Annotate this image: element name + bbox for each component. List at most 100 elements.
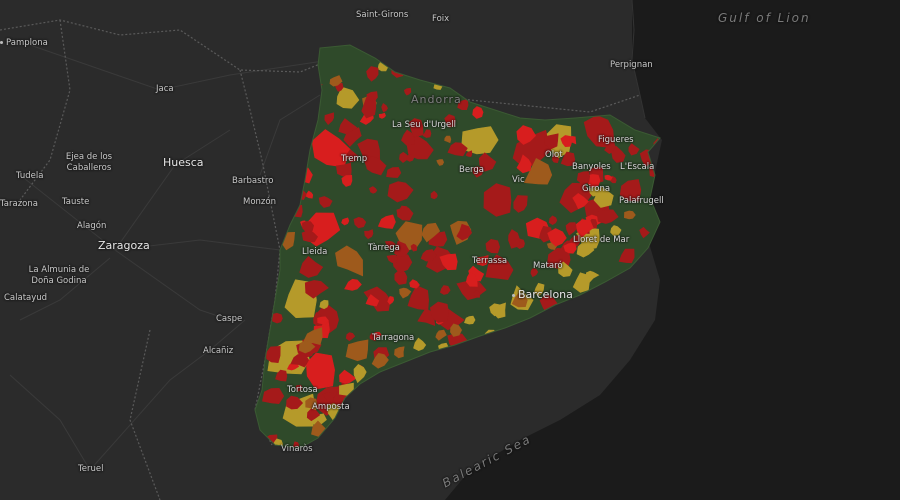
municipality-patch[interactable] (341, 217, 350, 226)
municipality-patch[interactable] (476, 255, 489, 267)
municipality-patch[interactable] (394, 346, 405, 359)
municipality-patch[interactable] (435, 329, 447, 341)
municipality-patch[interactable] (387, 296, 395, 305)
municipality-patch[interactable] (544, 133, 559, 150)
municipality-patch[interactable] (386, 254, 398, 264)
municipality-patch[interactable] (265, 345, 281, 364)
municipality-patch[interactable] (387, 181, 414, 203)
municipality-patch[interactable] (353, 364, 367, 384)
municipality-patch[interactable] (394, 269, 408, 285)
municipality-patch[interactable] (576, 241, 595, 258)
municipality-patch[interactable] (286, 395, 304, 410)
municipality-patch[interactable] (417, 308, 436, 327)
municipality-patch[interactable] (439, 253, 458, 271)
municipality-patch[interactable] (511, 293, 528, 308)
municipality-patch[interactable] (275, 369, 288, 382)
municipality-patch[interactable] (329, 75, 343, 87)
municipality-patch[interactable] (262, 387, 285, 405)
municipality-patch[interactable] (530, 268, 539, 278)
municipality-patch[interactable] (464, 315, 476, 325)
municipality-patch[interactable] (365, 294, 380, 307)
municipality-patch[interactable] (409, 279, 420, 289)
municipality-patch[interactable] (628, 143, 640, 156)
municipality-patch[interactable] (301, 229, 318, 243)
municipality-patch[interactable] (610, 225, 622, 237)
municipality-patch[interactable] (465, 272, 478, 287)
municipality-patch[interactable] (436, 159, 445, 166)
municipality-patch[interactable] (572, 272, 590, 293)
municipality-patch[interactable] (450, 323, 463, 337)
municipality-patch[interactable] (353, 216, 367, 229)
municipality-patch[interactable] (421, 222, 441, 243)
municipality-patch[interactable] (336, 86, 360, 109)
municipality-patch[interactable] (341, 174, 353, 187)
municipality-patch[interactable] (304, 280, 329, 299)
municipality-patch[interactable] (345, 339, 369, 362)
municipality-patch[interactable] (461, 126, 499, 155)
municipality-patch[interactable] (339, 369, 357, 384)
municipality-patch[interactable] (429, 301, 450, 323)
municipality-patch[interactable] (381, 103, 388, 113)
municipality-patch[interactable] (575, 219, 594, 238)
municipality-patch[interactable] (410, 243, 418, 252)
municipality-patch[interactable] (558, 261, 573, 278)
municipality-patch[interactable] (456, 223, 473, 241)
municipality-patch[interactable] (305, 190, 314, 199)
municipality-patch[interactable] (485, 254, 514, 281)
municipality-patch[interactable] (618, 248, 635, 264)
municipality-patch[interactable] (386, 167, 402, 178)
municipality-patch[interactable] (345, 332, 356, 342)
municipality-patch[interactable] (413, 337, 427, 352)
municipality-patch[interactable] (465, 150, 473, 157)
municipality-patch[interactable] (373, 331, 382, 338)
municipality-patch[interactable] (295, 384, 303, 392)
municipality-patch[interactable] (547, 228, 567, 247)
municipality-patch[interactable] (516, 125, 537, 145)
municipality-patch[interactable] (533, 282, 545, 297)
municipality-patch[interactable] (322, 391, 334, 402)
municipality-patch[interactable] (324, 112, 335, 125)
municipality-patch[interactable] (485, 238, 501, 254)
municipality-patch[interactable] (302, 327, 323, 345)
municipality-patch[interactable] (369, 186, 378, 194)
municipality-patch[interactable] (378, 112, 386, 119)
municipality-patch[interactable] (568, 135, 577, 145)
municipality-patch[interactable] (508, 229, 521, 249)
municipality-patch[interactable] (384, 240, 396, 250)
municipality-patch[interactable] (365, 155, 387, 176)
municipality-patch[interactable] (371, 352, 389, 369)
municipality-patch[interactable] (563, 242, 577, 254)
municipality-patch[interactable] (338, 118, 358, 135)
municipality-patch[interactable] (299, 255, 324, 278)
municipality-patch[interactable] (305, 397, 318, 410)
municipality-patch[interactable] (366, 66, 379, 82)
municipality-patch[interactable] (377, 214, 396, 229)
municipality-patch[interactable] (399, 151, 409, 163)
municipality-patch[interactable] (576, 171, 591, 185)
municipality-patch[interactable] (422, 129, 432, 138)
municipality-patch[interactable] (548, 215, 558, 226)
municipality-patch[interactable] (539, 225, 553, 243)
municipality-patch[interactable] (305, 352, 336, 390)
municipality-patch[interactable] (298, 340, 316, 354)
municipality-patch[interactable] (420, 249, 437, 262)
municipality-patch[interactable] (364, 229, 374, 240)
municipality-patch[interactable] (516, 154, 532, 174)
municipality-patch[interactable] (523, 157, 553, 185)
municipality-patch[interactable] (560, 151, 576, 167)
municipality-patch[interactable] (604, 174, 613, 181)
municipality-patch[interactable] (319, 299, 329, 310)
municipality-patch[interactable] (344, 278, 362, 291)
municipality-patch[interactable] (478, 152, 497, 172)
municipality-patch[interactable] (430, 190, 438, 200)
municipality-patch[interactable] (401, 129, 415, 146)
municipality-patch[interactable] (306, 408, 321, 422)
municipality-patch[interactable] (399, 287, 412, 299)
municipality-patch[interactable] (396, 207, 414, 221)
municipality-patch[interactable] (335, 245, 364, 277)
municipality-patch[interactable] (444, 135, 452, 144)
municipality-patch[interactable] (588, 187, 600, 197)
municipality-patch[interactable] (394, 240, 410, 257)
municipality-patch[interactable] (611, 145, 626, 163)
